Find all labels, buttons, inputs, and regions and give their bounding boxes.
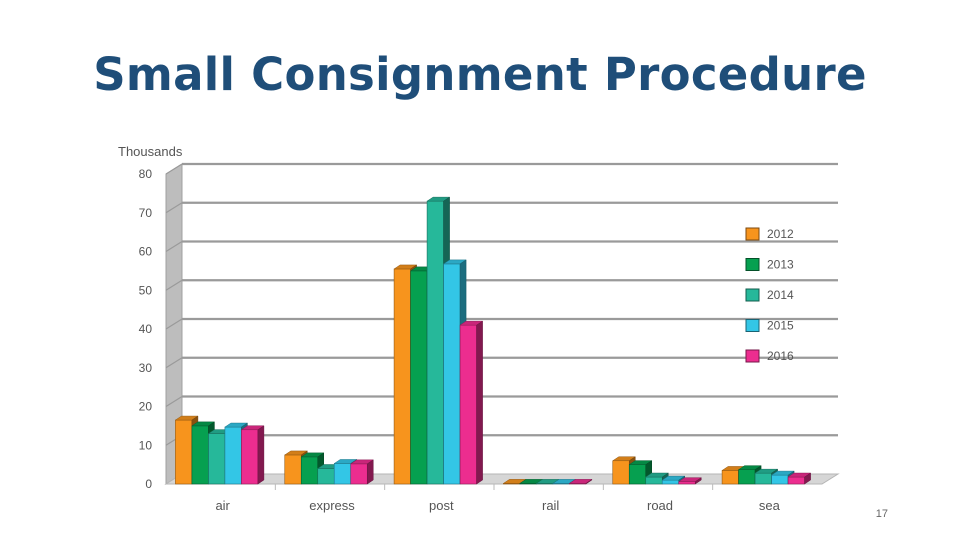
bar-front xyxy=(787,476,805,485)
bar-road-2016 xyxy=(677,477,703,485)
bar-post-2016 xyxy=(459,320,484,485)
bar-side xyxy=(695,477,702,485)
x-tick-label: road xyxy=(647,498,673,513)
bar-front xyxy=(317,468,335,485)
gridline-depth xyxy=(165,395,183,408)
legend-swatch xyxy=(745,258,760,271)
y-tick-label: 70 xyxy=(139,206,153,220)
bar-front xyxy=(612,460,630,485)
bar-front xyxy=(393,268,411,485)
y-tick-label: 60 xyxy=(139,245,153,259)
y-tick-label: 0 xyxy=(145,477,152,491)
x-tick-label: rail xyxy=(542,498,559,513)
bar-front xyxy=(426,200,444,485)
legend-label: 2016 xyxy=(767,349,794,363)
page-number: 17 xyxy=(875,508,888,520)
x-tick-label: express xyxy=(309,498,355,513)
bar-front xyxy=(224,426,242,485)
bar-front xyxy=(191,425,209,485)
bar-side xyxy=(585,478,593,485)
bar-front xyxy=(208,433,226,485)
bar-front xyxy=(754,472,772,485)
bar-front xyxy=(459,324,477,485)
bar-front xyxy=(721,470,739,485)
x-tick-label: air xyxy=(215,498,230,513)
x-tick-label: sea xyxy=(759,498,781,513)
x-tick-label: post xyxy=(429,498,454,513)
legend-swatch xyxy=(745,349,760,363)
y-tick-label: 50 xyxy=(139,283,153,297)
bar-rail-2016 xyxy=(568,478,593,485)
bar-front xyxy=(284,454,302,485)
bar-front xyxy=(645,476,663,485)
bar-front xyxy=(443,263,461,485)
y-tick-label: 40 xyxy=(139,322,153,336)
legend-label: 2013 xyxy=(767,258,794,272)
bar-side xyxy=(804,472,811,485)
bar-front xyxy=(678,481,696,485)
bar-front xyxy=(661,479,680,485)
legend-swatch xyxy=(745,227,760,241)
bar-front xyxy=(410,270,428,485)
bar-front xyxy=(350,463,368,485)
bar-front xyxy=(738,469,756,485)
bar-side xyxy=(367,459,374,485)
bar-front xyxy=(175,419,193,485)
legend-label: 2012 xyxy=(767,227,794,241)
bar-front xyxy=(300,456,319,485)
legend-label: 2014 xyxy=(767,288,794,302)
y-tick-label: 30 xyxy=(139,361,153,375)
legend-swatch xyxy=(745,288,760,302)
gridline-depth xyxy=(165,240,183,253)
bar-side xyxy=(476,320,483,485)
legend-label: 2015 xyxy=(767,319,794,333)
gridline-depth xyxy=(165,318,183,330)
legend-swatch xyxy=(745,319,760,332)
bar-air-2016 xyxy=(240,425,265,485)
bar-sea-2016 xyxy=(787,472,812,485)
gridline-depth xyxy=(165,202,183,214)
bar-front xyxy=(241,429,259,485)
bar-express-2016 xyxy=(349,459,375,485)
bar-front xyxy=(333,463,352,485)
gridline-depth xyxy=(165,279,183,291)
bar-front xyxy=(628,464,647,485)
bar-side xyxy=(257,425,265,485)
y-axis-label: Thousands xyxy=(118,144,183,159)
y-tick-label: 20 xyxy=(139,400,153,414)
bar-front xyxy=(771,474,789,485)
y-tick-label: 10 xyxy=(139,438,153,452)
y-tick-label: 80 xyxy=(139,167,153,181)
slide-title: Small Consignment Procedure xyxy=(93,48,867,101)
gridline-depth xyxy=(165,357,183,369)
gridline-depth xyxy=(165,163,183,175)
